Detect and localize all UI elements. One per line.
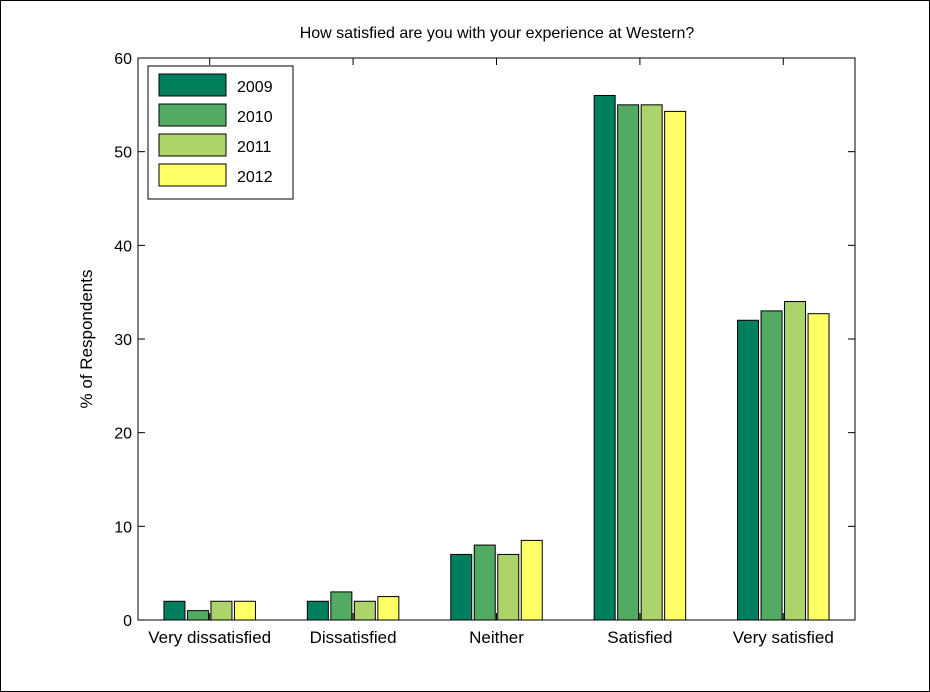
y-tick-label: 20 xyxy=(114,426,132,443)
bar-2010-very-dissatisfied xyxy=(186,610,209,621)
bar-2010-neither xyxy=(473,544,496,621)
bar-2009-neither xyxy=(450,553,473,621)
bars-group xyxy=(163,94,830,621)
bar-2012-neither xyxy=(520,539,543,621)
bar-2010-satisfied xyxy=(617,104,640,621)
bar-2011-satisfied xyxy=(640,104,663,621)
y-tick-label: 40 xyxy=(114,238,132,255)
x-category-label: Very satisfied xyxy=(733,628,834,647)
bar-2012-satisfied xyxy=(664,110,687,621)
bar-2011-very-dissatisfied xyxy=(210,600,233,621)
bar-2011-very-satisfied xyxy=(784,301,807,621)
axes-group: 0 10 20 30 40 50 60 Very dissatisfied Dissatisfi… xyxy=(114,51,856,647)
bar-2012-very-dissatisfied xyxy=(233,600,256,621)
x-category-label: Satisfied xyxy=(607,628,672,647)
bar-2009-very-dissatisfied xyxy=(163,600,186,621)
bar-2012-dissatisfied xyxy=(377,596,400,621)
legend-swatch-2010 xyxy=(158,103,227,127)
bar-2010-very-satisfied xyxy=(760,310,783,621)
bar-2009-dissatisfied xyxy=(306,600,329,621)
legend-swatch-2011 xyxy=(158,133,227,157)
bar-2009-very-satisfied xyxy=(737,319,760,621)
legend-label-2011: 2011 xyxy=(237,139,272,156)
legend: 2009 2010 2011 2012 xyxy=(147,65,294,200)
bar-2011-dissatisfied xyxy=(353,600,376,621)
legend-swatch-2009 xyxy=(158,73,227,97)
y-axis-label: % of Respondents xyxy=(77,270,96,409)
bar-2012-very-satisfied xyxy=(807,313,830,621)
x-category-label: Very dissatisfied xyxy=(148,628,271,647)
x-category-label: Neither xyxy=(469,628,524,647)
y-tick-label: 10 xyxy=(114,519,132,536)
legend-label-2009: 2009 xyxy=(237,79,273,96)
bar-2010-dissatisfied xyxy=(330,591,353,621)
y-tick-label: 30 xyxy=(114,332,132,349)
bar-2011-neither xyxy=(497,553,520,621)
chart-title: How satisfied are you with your experien… xyxy=(300,25,695,42)
y-tick-label: 0 xyxy=(123,613,132,630)
bar-2009-satisfied xyxy=(593,94,616,621)
y-tick-label: 50 xyxy=(114,145,132,162)
x-category-label: Dissatisfied xyxy=(310,628,397,647)
legend-swatch-2012 xyxy=(158,163,227,187)
legend-label-2012: 2012 xyxy=(237,169,273,186)
y-tick-label: 60 xyxy=(114,51,132,68)
legend-label-2010: 2010 xyxy=(237,109,273,126)
